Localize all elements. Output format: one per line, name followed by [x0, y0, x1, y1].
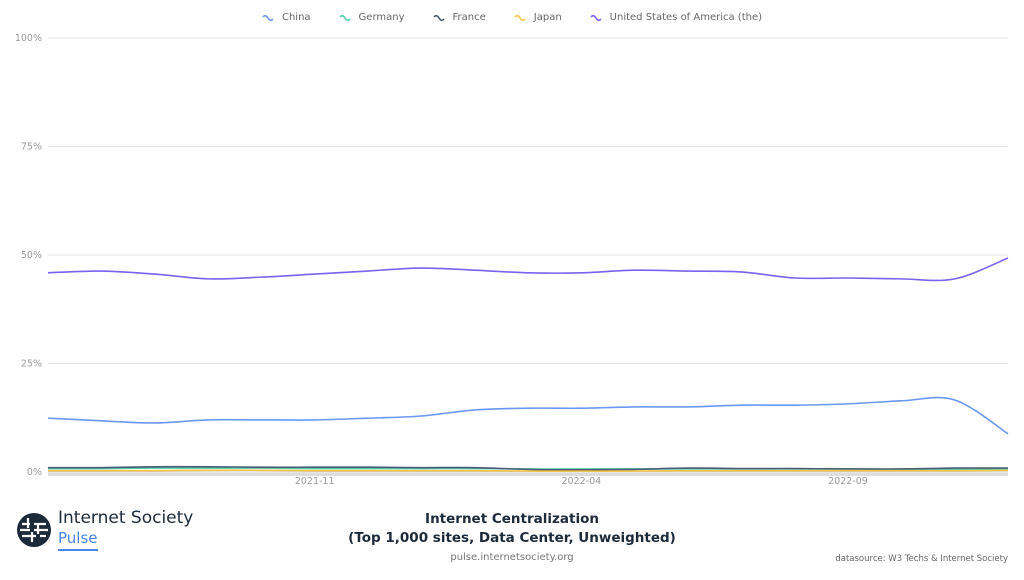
legend-wave-icon: [338, 14, 351, 21]
legend-label: Japan: [533, 12, 562, 23]
datasource: datasource: W3 Techs & Internet Society: [835, 554, 1008, 564]
series-line-japan: [47, 469, 1009, 472]
globe-logo-icon: [17, 512, 51, 547]
x-tick-label: 2022-04: [561, 476, 601, 487]
legend-item[interactable]: France: [432, 12, 486, 23]
legend-item[interactable]: China: [262, 12, 311, 23]
y-tick-label: 100%: [15, 33, 42, 44]
legend-item[interactable]: Japan: [514, 12, 562, 23]
y-tick-label: 50%: [21, 250, 42, 261]
internet-society-logo: Internet Society Pulse: [16, 508, 193, 551]
legend-item[interactable]: Germany: [338, 12, 405, 23]
legend-wave-icon: [262, 14, 274, 21]
legend-wave-icon: [432, 14, 445, 21]
legend-label: China: [281, 12, 311, 23]
brand-name: Internet Society: [58, 508, 194, 528]
legend-item[interactable]: United States of America (the): [590, 12, 762, 23]
chart-title: Internet Centralization: [425, 511, 599, 527]
legend-wave-icon: [514, 14, 526, 21]
y-tick-label: 0%: [27, 467, 42, 478]
legend-label: United States of America (the): [609, 12, 763, 23]
series-line-china: [47, 396, 1009, 435]
y-tick-label: 25%: [21, 359, 42, 370]
x-axis: [48, 473, 1008, 476]
legend-label: France: [452, 12, 486, 23]
legend-label: Germany: [358, 12, 405, 23]
legend-wave-icon: [590, 14, 602, 21]
x-tick-label: 2022-09: [828, 476, 868, 487]
chart-subtitle: (Top 1,000 sites, Data Center, Unweighte…: [348, 530, 676, 546]
series-line-france: [47, 465, 1009, 471]
series-line-united-states-of-america-the-: [47, 257, 1009, 282]
y-tick-label: 75%: [21, 142, 42, 153]
chart: 0% 25% 50% 75% 100% 2021-11 2022-04 2022-09: [15, 33, 1009, 487]
x-tick-label: 2021-11: [295, 476, 335, 487]
site-url[interactable]: pulse.internetsociety.org: [450, 552, 574, 563]
brand-sub: Pulse: [58, 529, 98, 551]
legend: China Germany France Japan United States of …: [0, 12, 1024, 23]
